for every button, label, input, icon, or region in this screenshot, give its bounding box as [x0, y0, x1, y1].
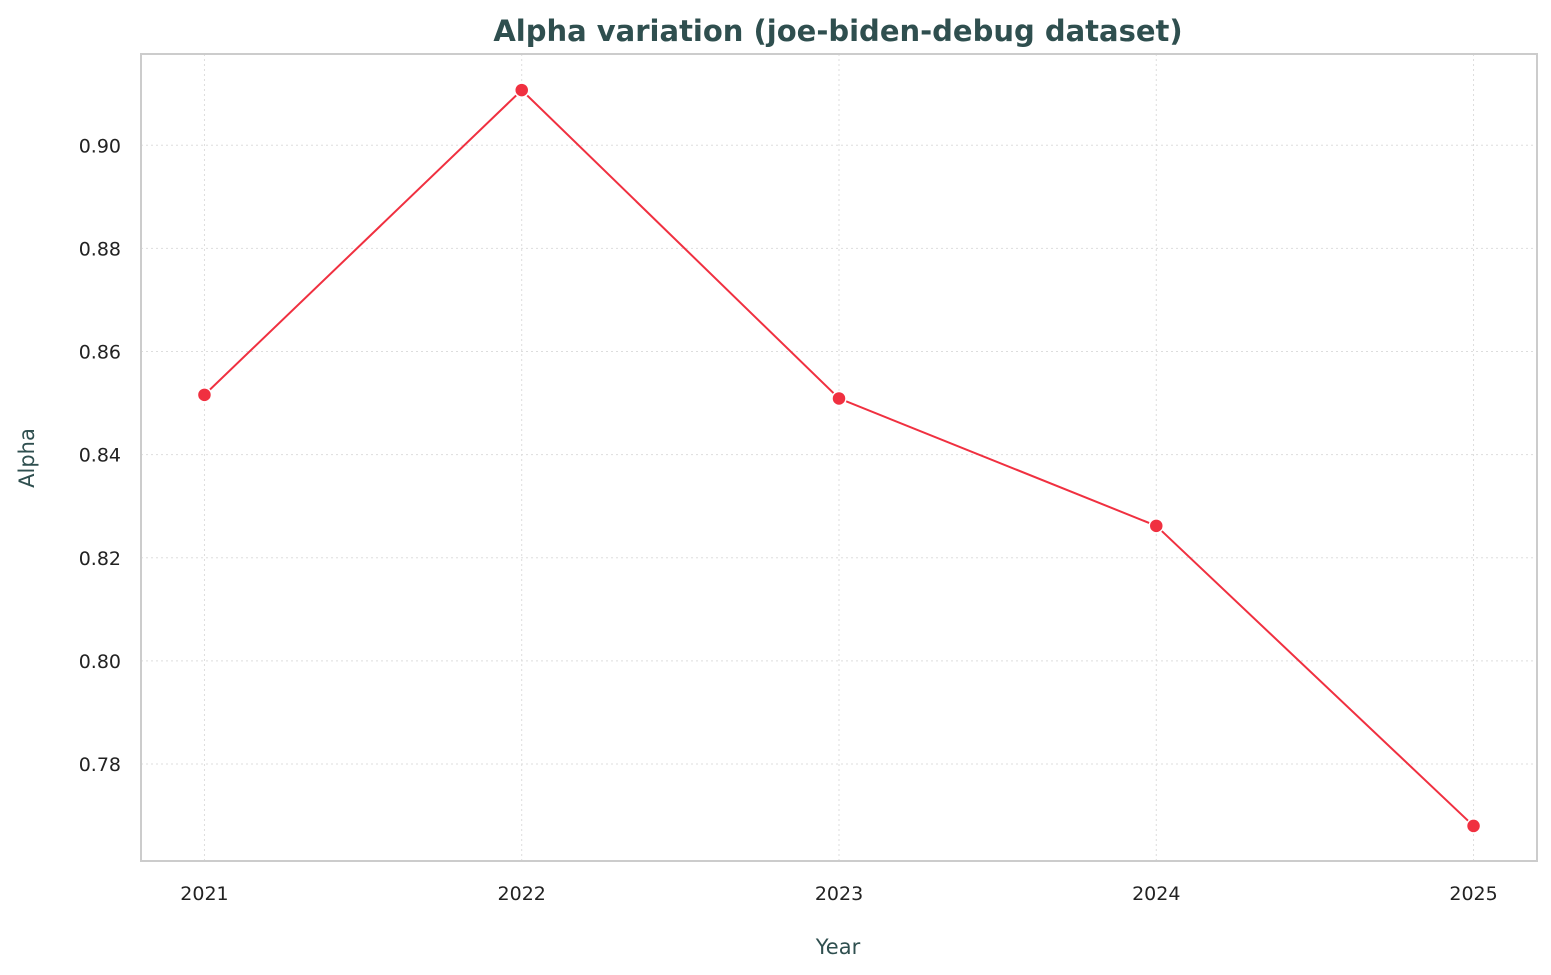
y-axis: 0.78 0.80 0.82 0.84 0.86 0.88 0.90: [79, 135, 121, 776]
series-layer: [196, 82, 1482, 834]
y-tick-label: 0.86: [79, 342, 121, 364]
x-tick-label: 2021: [180, 883, 228, 905]
grid: [141, 54, 1537, 861]
x-axis: 2021 2022 2023 2024 2025: [180, 883, 1497, 905]
y-tick-label: 0.84: [79, 445, 121, 467]
x-tick-label: 2023: [815, 883, 863, 905]
x-tick-label: 2022: [498, 883, 546, 905]
y-tick-label: 0.90: [79, 135, 121, 157]
y-tick-label: 0.78: [79, 754, 121, 776]
x-tick-label: 2024: [1132, 883, 1180, 905]
data-point: [1465, 818, 1482, 834]
y-tick-label: 0.82: [79, 548, 121, 570]
plot-frame: [140, 53, 1538, 862]
data-point: [1148, 518, 1165, 534]
data-point: [831, 390, 847, 407]
x-tick-label: 2025: [1449, 883, 1497, 905]
data-point: [196, 387, 213, 403]
data-point: [513, 82, 530, 98]
chart-title: Alpha variation (joe-biden-debug dataset…: [493, 14, 1182, 48]
y-tick-label: 0.88: [79, 238, 121, 260]
y-tick-label: 0.80: [79, 651, 121, 673]
x-axis-label: Year: [815, 935, 861, 959]
y-axis-label: Alpha: [15, 428, 39, 488]
